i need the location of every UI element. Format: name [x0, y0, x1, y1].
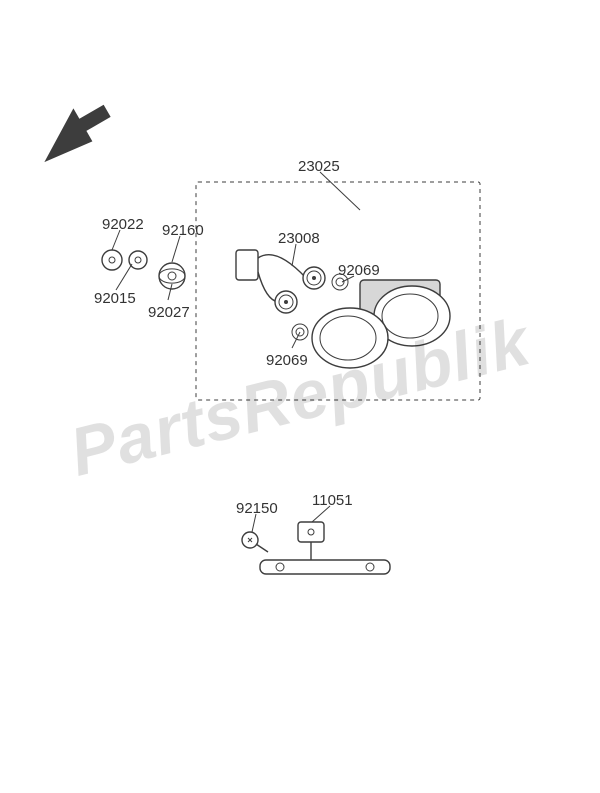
callout-11051: 11051 — [312, 492, 353, 509]
callout-92069-b: 92069 — [266, 352, 308, 369]
diagram-stage: PartsRepublik 23025 92022 23008 92015 92… — [0, 0, 600, 793]
callout-92027: 92027 — [148, 304, 190, 321]
callout-92160: 92160 — [162, 222, 204, 239]
callout-92015: 92015 — [94, 290, 136, 307]
callout-23025: 23025 — [298, 158, 340, 175]
callout-92022: 92022 — [102, 216, 144, 233]
callout-23008: 23008 — [278, 230, 320, 247]
callout-92150: 92150 — [236, 500, 278, 517]
parts-diagram-svg — [0, 0, 600, 793]
callout-92069-a: 92069 — [338, 262, 380, 279]
